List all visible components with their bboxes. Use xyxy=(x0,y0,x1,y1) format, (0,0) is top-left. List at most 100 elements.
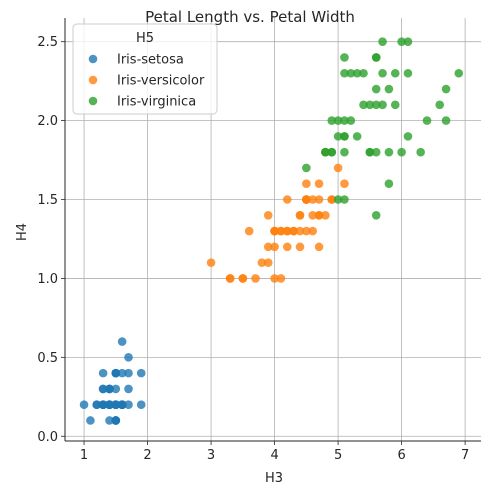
data-point xyxy=(263,210,273,220)
data-point xyxy=(282,226,292,236)
data-point xyxy=(302,163,311,173)
x-tick-label: 7 xyxy=(461,448,469,463)
legend-marker xyxy=(88,96,98,106)
data-point xyxy=(422,116,432,125)
x-tick-label: 1 xyxy=(80,448,88,463)
data-point xyxy=(390,68,400,78)
data-point xyxy=(327,195,337,204)
data-point xyxy=(124,400,133,409)
data-point xyxy=(340,132,349,141)
data-point xyxy=(441,84,451,94)
series-iris-setosa xyxy=(79,337,146,425)
y-tick-label: 0.5 xyxy=(37,351,58,366)
data-point xyxy=(327,116,337,125)
data-point xyxy=(124,384,133,394)
data-point xyxy=(378,100,387,110)
y-tick-label: 2.0 xyxy=(37,114,58,129)
data-point xyxy=(371,210,381,220)
x-axis-title: H3 xyxy=(265,471,283,486)
data-point xyxy=(378,37,387,46)
data-point xyxy=(124,353,133,362)
data-point xyxy=(263,242,273,252)
data-point xyxy=(302,179,311,189)
data-point xyxy=(352,68,362,78)
data-point xyxy=(238,274,248,283)
data-point xyxy=(340,195,349,204)
data-point xyxy=(117,368,127,378)
data-point xyxy=(79,400,89,409)
data-point xyxy=(308,210,317,220)
data-point xyxy=(105,384,114,394)
data-point xyxy=(136,368,146,378)
data-point xyxy=(257,258,267,267)
legend-marker xyxy=(88,75,98,85)
legend: H5 Iris-setosa Iris-versicolor Iris-virgin… xyxy=(72,23,218,115)
data-point xyxy=(244,226,254,236)
data-point xyxy=(365,147,375,157)
data-point xyxy=(295,242,305,252)
data-point xyxy=(314,242,324,252)
y-tick-label: 1.0 xyxy=(37,272,58,287)
data-point xyxy=(365,100,375,110)
legend-marker xyxy=(88,54,98,64)
data-point xyxy=(295,226,305,236)
data-point xyxy=(390,100,400,110)
data-point xyxy=(295,210,305,220)
series-iris-versicolor xyxy=(206,147,349,283)
data-point xyxy=(282,195,292,204)
data-point xyxy=(282,242,292,252)
data-point xyxy=(117,400,127,409)
x-tick-label: 4 xyxy=(270,448,278,463)
data-point xyxy=(276,274,286,283)
data-point xyxy=(314,195,324,204)
legend-label: Iris-virginica xyxy=(117,95,196,110)
data-point xyxy=(105,416,114,425)
legend-entries: Iris-setosa Iris-versicolor Iris-virginica xyxy=(88,53,205,110)
data-point xyxy=(333,163,343,173)
series-iris-virginica xyxy=(302,37,464,220)
data-point xyxy=(378,68,387,78)
data-point xyxy=(416,147,425,157)
data-point xyxy=(270,226,279,236)
data-point xyxy=(384,84,394,94)
data-point xyxy=(289,226,298,236)
y-tick-label: 1.5 xyxy=(37,193,58,208)
data-point xyxy=(117,337,127,346)
data-point xyxy=(333,132,343,141)
data-point xyxy=(403,37,413,46)
data-point xyxy=(371,84,381,94)
data-point xyxy=(98,368,108,378)
chart-title: Petal Length vs. Petal Width xyxy=(145,8,355,26)
data-point xyxy=(403,68,413,78)
data-point xyxy=(340,179,349,189)
data-point xyxy=(371,147,381,157)
data-point xyxy=(111,400,121,409)
data-point xyxy=(454,68,464,78)
data-point xyxy=(105,400,114,409)
data-point xyxy=(321,147,330,157)
data-point xyxy=(308,195,317,204)
data-point xyxy=(352,132,362,141)
data-point xyxy=(340,68,349,78)
y-axis-title: H4 xyxy=(15,223,30,241)
data-point xyxy=(308,226,317,236)
data-point xyxy=(441,116,451,125)
data-point xyxy=(384,179,394,189)
data-point xyxy=(302,226,311,236)
data-point xyxy=(384,147,394,157)
data-point xyxy=(251,274,260,283)
data-point xyxy=(371,100,381,110)
data-point xyxy=(346,116,356,125)
data-point xyxy=(111,416,121,425)
data-point xyxy=(111,368,121,378)
data-point xyxy=(225,274,235,283)
legend-title: H5 xyxy=(136,31,154,46)
data-points xyxy=(79,37,464,425)
data-point xyxy=(98,384,108,394)
data-point xyxy=(435,100,445,110)
legend-label: Iris-setosa xyxy=(117,53,184,68)
data-point xyxy=(92,400,102,409)
axes: 1 2 3 4 5 6 7 0.0 0.5 1.0 1.5 2.0 2.5 xyxy=(37,18,481,463)
data-point xyxy=(340,53,349,62)
